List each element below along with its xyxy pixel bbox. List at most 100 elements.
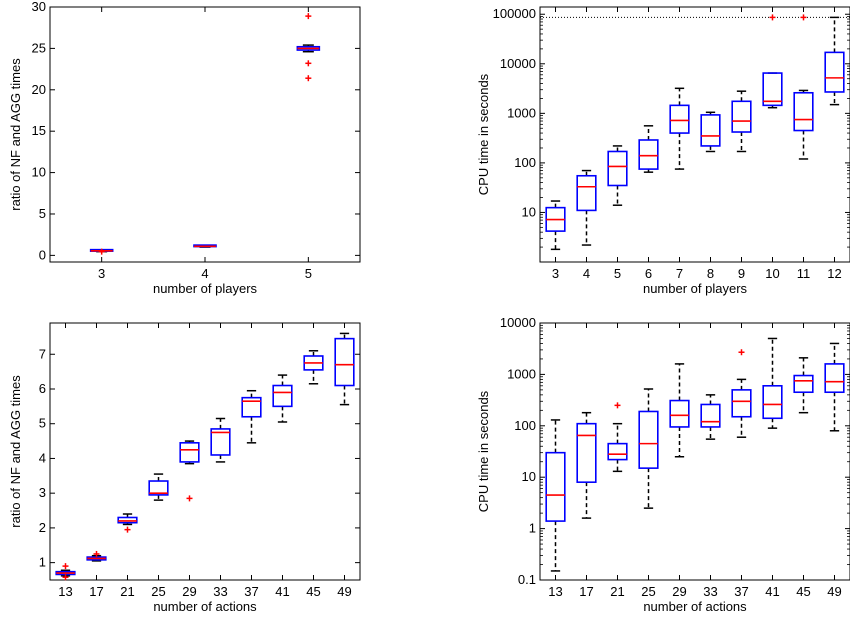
x-tick-label: 3 [552, 266, 559, 281]
x-tick-label: 7 [676, 266, 683, 281]
x-axis-label: number of players [643, 281, 748, 296]
box-iqr [117, 516, 138, 524]
outlier-marker [769, 14, 776, 21]
x-tick-label: 49 [827, 584, 841, 599]
box-9 [731, 90, 752, 153]
box-21 [117, 513, 138, 533]
box-iqr [179, 442, 200, 463]
box-iqr [824, 51, 845, 93]
x-tick-label: 45 [796, 584, 810, 599]
x-tick-label: 33 [213, 584, 227, 599]
box-45 [793, 357, 814, 414]
y-tick-label: 0 [39, 247, 46, 262]
box-iqr [607, 150, 628, 187]
box-iqr [731, 100, 752, 133]
x-tick-label: 21 [120, 584, 134, 599]
y-tick-label: 2 [39, 520, 46, 535]
y-tick-label: 20 [32, 82, 46, 97]
x-tick-label: 29 [182, 584, 196, 599]
box-iqr [700, 403, 721, 428]
box-33 [210, 417, 231, 463]
box-iqr [793, 91, 814, 132]
x-tick-label: 5 [614, 266, 621, 281]
box-iqr [272, 384, 293, 408]
x-axis-label: number of actions [153, 599, 257, 614]
box-iqr [669, 399, 690, 428]
y-tick-label: 5 [39, 206, 46, 221]
box-iqr [148, 480, 169, 496]
y-tick-label: 1000 [507, 366, 536, 381]
axes-frame [49, 322, 361, 581]
box-4 [576, 169, 597, 246]
box-17 [576, 411, 597, 519]
box-iqr [824, 363, 845, 394]
box-33 [700, 394, 721, 440]
x-tick-label: 4 [201, 266, 208, 281]
box-5 [296, 13, 321, 82]
y-axis-label: ratio of NF and AGG times [8, 58, 23, 211]
y-tick-label: 15 [32, 123, 46, 138]
y-tick-label: 7 [39, 346, 46, 361]
box-21 [607, 402, 628, 473]
box-iqr [793, 374, 814, 394]
box-8 [700, 111, 721, 153]
outlier-marker [186, 495, 193, 502]
y-tick-label: 100 [514, 155, 536, 170]
outlier-marker [62, 563, 69, 570]
box-iqr [576, 174, 597, 212]
box-iqr [334, 337, 355, 387]
x-tick-label: 4 [583, 266, 590, 281]
outlier-marker [800, 14, 807, 21]
box-iqr [638, 139, 659, 170]
y-tick-label: 100000 [493, 6, 536, 21]
box-iqr [731, 389, 752, 418]
x-tick-label: 37 [244, 584, 258, 599]
x-tick-label: 37 [734, 584, 748, 599]
box-3 [89, 248, 114, 255]
x-tick-label: 3 [98, 266, 105, 281]
y-tick-label: 10 [522, 469, 536, 484]
box-3 [545, 200, 566, 251]
y-tick-label: 30 [32, 0, 46, 14]
x-tick-label: 49 [337, 584, 351, 599]
x-tick-label: 13 [548, 584, 562, 599]
box-17 [86, 550, 107, 562]
box-25 [148, 473, 169, 501]
box-6 [638, 125, 659, 173]
x-tick-label: 6 [645, 266, 652, 281]
box-45 [303, 350, 324, 385]
y-tick-label: 10000 [500, 56, 536, 71]
box-11 [793, 14, 814, 160]
outlier-marker [614, 402, 621, 409]
y-tick-label: 10 [522, 204, 536, 219]
box-iqr [576, 422, 597, 483]
box-13 [545, 419, 566, 572]
outlier-marker [738, 349, 745, 356]
y-axis-label: CPU time in seconds [476, 73, 491, 195]
chart-panel-4: 0.1 1 10 100 1000 10000 13 17 21 25 29 33 37 41 45 49 nu… [476, 315, 850, 614]
box-4 [193, 244, 217, 248]
box-41 [272, 374, 293, 423]
box-10 [762, 14, 783, 109]
x-tick-label: 25 [641, 584, 655, 599]
box-49 [334, 332, 355, 406]
x-tick-label: 12 [827, 266, 841, 281]
axes-frame [539, 6, 850, 263]
outlier-marker [98, 248, 105, 255]
y-tick-label: 0.1 [518, 572, 536, 587]
box-12 [824, 16, 845, 106]
outlier-marker [93, 550, 100, 557]
box-29 [669, 363, 690, 458]
y-tick-label: 100 [514, 418, 536, 433]
x-tick-label: 41 [765, 584, 779, 599]
x-tick-label: 33 [703, 584, 717, 599]
box-49 [824, 342, 845, 432]
box-25 [638, 388, 659, 509]
box-13 [55, 563, 76, 581]
y-tick-label: 10 [32, 165, 46, 180]
y-axis-label: ratio of NF and AGG times [8, 375, 23, 528]
box-iqr [669, 104, 690, 134]
x-tick-label: 45 [306, 584, 320, 599]
